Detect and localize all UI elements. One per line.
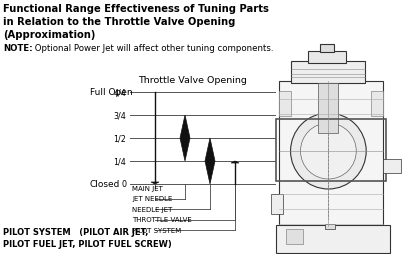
Text: MAIN JET: MAIN JET: [132, 185, 163, 191]
Bar: [383, 159, 401, 173]
Bar: [371, 92, 383, 117]
Bar: [271, 194, 282, 214]
Bar: [320, 45, 334, 53]
Text: (Approximation): (Approximation): [3, 30, 95, 40]
Bar: [276, 120, 386, 181]
Text: PILOT SYSTEM: PILOT SYSTEM: [132, 227, 181, 233]
Bar: [286, 229, 304, 244]
Text: Full Open: Full Open: [90, 88, 133, 97]
Bar: [309, 52, 346, 64]
Text: Optional Power Jet will affect other tuning components.: Optional Power Jet will affect other tun…: [32, 44, 274, 53]
Text: NEEDLE JET: NEEDLE JET: [132, 206, 173, 212]
Bar: [279, 82, 383, 226]
Bar: [325, 224, 335, 229]
Text: NOTE:: NOTE:: [3, 44, 33, 53]
Bar: [276, 225, 390, 253]
Bar: [291, 62, 365, 84]
Polygon shape: [231, 161, 239, 163]
Polygon shape: [180, 116, 190, 161]
Text: PILOT SYSTEM   (PILOT AIR JET,: PILOT SYSTEM (PILOT AIR JET,: [3, 227, 149, 236]
Text: 4/4: 4/4: [113, 88, 126, 97]
Text: THROTTLE VALVE: THROTTLE VALVE: [132, 217, 192, 223]
Text: 1/2: 1/2: [113, 134, 126, 143]
Text: 3/4: 3/4: [113, 111, 126, 120]
Text: PILOT FUEL JET, PILOT FUEL SCREW): PILOT FUEL JET, PILOT FUEL SCREW): [3, 239, 172, 248]
Text: 0: 0: [121, 180, 126, 189]
Circle shape: [291, 114, 366, 189]
Bar: [318, 84, 338, 133]
Text: Throttle Valve Opening: Throttle Valve Opening: [138, 76, 247, 85]
Text: Closed: Closed: [90, 180, 120, 189]
Text: JET NEEDLE: JET NEEDLE: [132, 196, 173, 202]
Polygon shape: [151, 182, 159, 184]
Bar: [279, 92, 291, 117]
Polygon shape: [205, 138, 215, 184]
Circle shape: [300, 123, 356, 179]
Text: in Relation to the Throttle Valve Opening: in Relation to the Throttle Valve Openin…: [3, 17, 235, 27]
Text: 1/4: 1/4: [113, 157, 126, 166]
Text: Functional Range Effectiveness of Tuning Parts: Functional Range Effectiveness of Tuning…: [3, 4, 269, 14]
